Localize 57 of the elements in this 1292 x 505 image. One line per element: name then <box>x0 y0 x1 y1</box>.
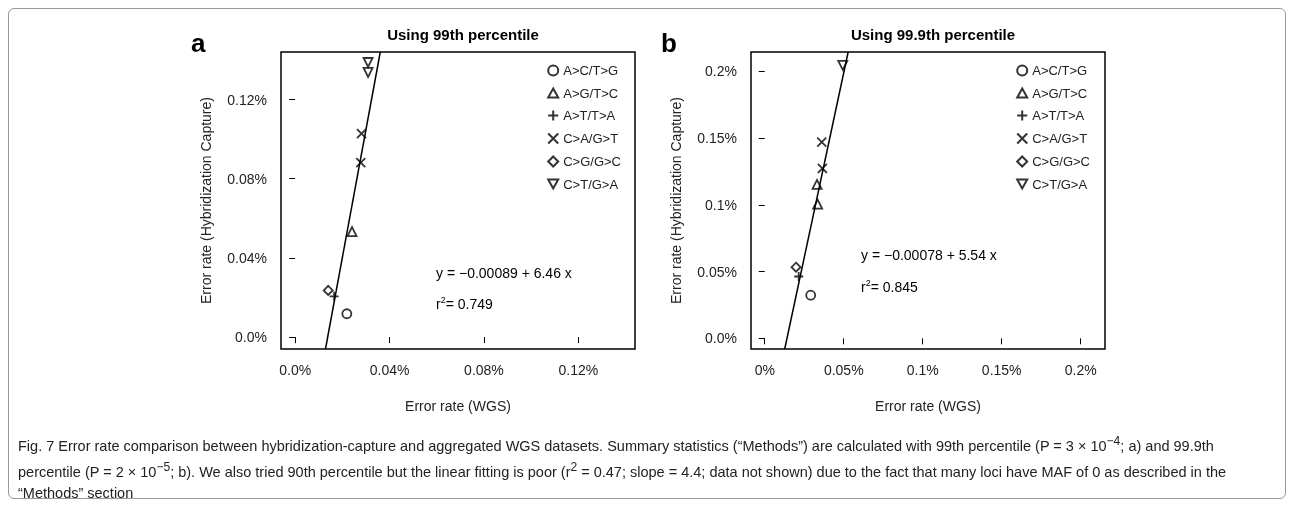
point <box>805 289 817 301</box>
legend-label: C>A/G>T <box>1032 131 1088 146</box>
text: a <box>191 28 206 59</box>
y-tick-label: 0.04% <box>227 249 267 266</box>
text: Fig. 7 Error rate comparison between hybridization-capture and aggregated WGS datasets. Summary statistics (“Methods”) are calculated with 99th percentile (P = 3 × 10$^{−4}$; a) and 99.9th percentile (P = 2 × 10$^{−5}$; b). We also tried 90th percentile but the linear fitting is poor (r$^{2}$ = 0.47; slope = 4.4; data not shown) due to the fact that many loci have MAF of 0 as described in the “Methods” section <box>18 434 1227 501</box>
annotation: r$^{2}$= 0.749 <box>436 295 493 312</box>
y-tick-label: 0.12% <box>227 91 267 108</box>
y-tick-label: 0.08% <box>227 170 267 187</box>
point <box>816 136 828 148</box>
legend-label: A>T/T>A <box>1032 108 1085 123</box>
x-axis-title: Error rate (WGS) <box>405 398 511 414</box>
point <box>812 198 824 210</box>
x-tick-label: 0.15% <box>981 362 1022 378</box>
chart-title: Using 99.9th percentile <box>850 26 1016 43</box>
legend-label: A>C/T>G <box>1032 63 1088 78</box>
x-tick-label: 0.04% <box>369 362 410 378</box>
point <box>346 226 358 237</box>
y-tick-label: 0.0% <box>705 330 737 347</box>
x-tick-label: 0.2% <box>1064 362 1097 378</box>
y-axis-title: Error rate (Hybridization Capture) <box>668 97 684 304</box>
point <box>837 59 849 71</box>
point <box>817 163 828 174</box>
legend-label: C>G/G>C <box>1032 154 1090 169</box>
text: b <box>661 28 677 59</box>
point <box>322 284 334 296</box>
x-tick-label: 0.12% <box>558 362 599 378</box>
point <box>355 157 367 169</box>
legend-label: A>C/T>G <box>563 63 619 78</box>
legend-label: C>T/G>A <box>563 176 619 192</box>
x-tick-label: 0% <box>754 362 775 378</box>
annotation: y = −0.00089 + 6.46 x <box>436 265 572 281</box>
point <box>790 261 802 273</box>
chart-title: Using 99th percentile <box>387 26 539 43</box>
legend-label: C>G/G>C <box>563 154 621 169</box>
y-tick-label: 0.0% <box>235 329 267 346</box>
legend-label: A>G/T>C <box>1032 85 1088 101</box>
x-tick-label: 0.08% <box>464 362 504 378</box>
y-tick-label: 0.15% <box>697 130 737 147</box>
y-tick-label: 0.2% <box>705 63 737 80</box>
point <box>362 66 374 78</box>
annotation: r$^{2}$= 0.845 <box>861 278 918 295</box>
x-tick-label: 0.05% <box>823 362 864 378</box>
y-tick-label: 0.1% <box>705 196 737 213</box>
x-tick-label: 0.1% <box>906 362 939 378</box>
point <box>356 128 367 139</box>
x-axis-title: Error rate (WGS) <box>875 398 981 414</box>
legend-label: A>T/T>A <box>563 108 616 123</box>
y-tick-label: 0.05% <box>697 263 737 280</box>
legend-label: A>G/T>C <box>563 85 619 101</box>
y-axis-title: Error rate (Hybridization Capture) <box>198 97 214 304</box>
point <box>811 179 823 190</box>
x-tick-label: 0.0% <box>279 362 312 378</box>
annotation: y = −0.00078 + 5.54 x <box>861 247 997 263</box>
legend-label: C>T/G>A <box>1032 176 1088 192</box>
point <box>341 308 353 320</box>
legend-label: C>A/G>T <box>563 131 619 146</box>
point <box>362 57 374 68</box>
